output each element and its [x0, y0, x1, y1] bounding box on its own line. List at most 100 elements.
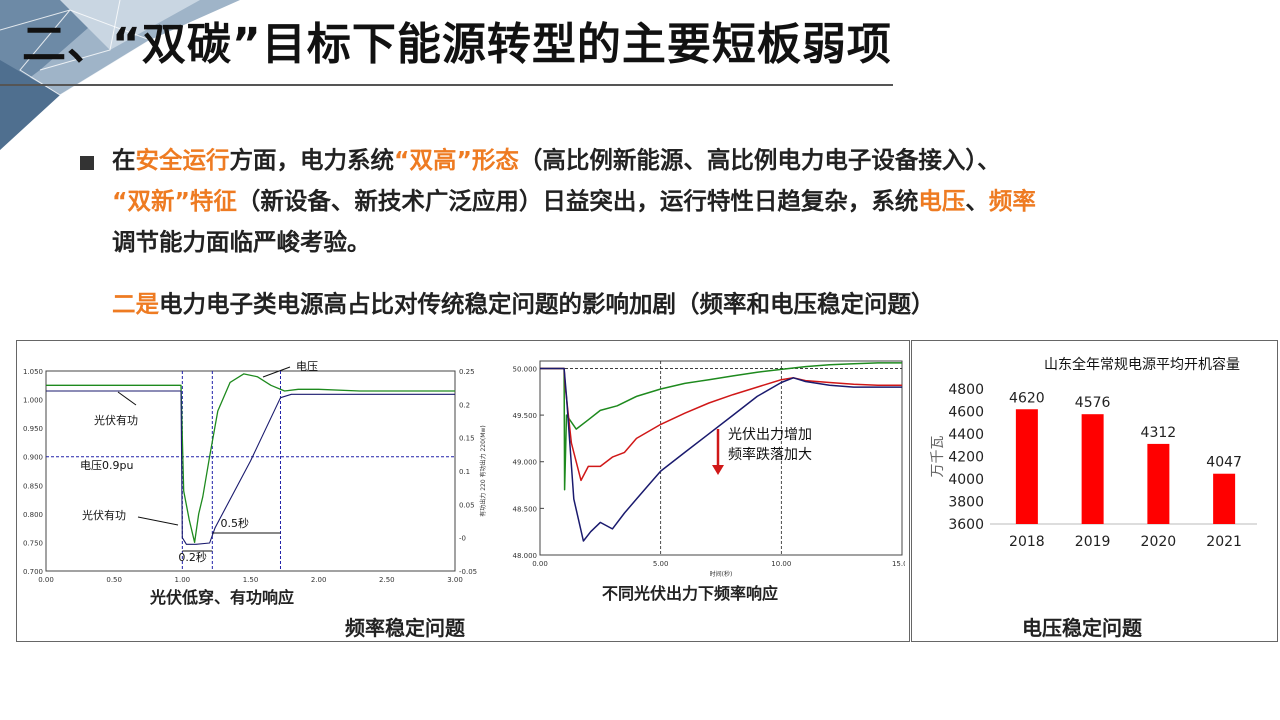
y-tick-label: 48.500 — [513, 505, 538, 513]
y-left-tick-label: 0.950 — [23, 425, 43, 433]
pv-voltage-chart: 0.00 0.50 1.00 1.50 2.00 2.50 3.00 0.700 0.750 0.… — [23, 360, 487, 584]
y-right-tick-label: 0.15 — [459, 435, 475, 443]
x-category-label: 2020 — [1141, 534, 1177, 550]
para-text: 、 — [965, 187, 989, 215]
para-highlight: 电压 — [918, 187, 966, 215]
bar — [1015, 409, 1038, 524]
x-tick-label: 10.00 — [771, 560, 791, 568]
y-tick-label: 3600 — [948, 517, 984, 533]
title-underline — [0, 84, 893, 86]
chart1-subtitle: 光伏低穿、有功响应 — [150, 588, 295, 607]
bar — [1147, 443, 1170, 524]
y-tick-label: 4000 — [948, 472, 984, 488]
bar — [1081, 414, 1104, 524]
freq-panel-caption: 频率稳定问题 — [345, 616, 465, 640]
y-left-tick-label: 0.750 — [23, 539, 43, 547]
y-right-tick-label: 0.2 — [459, 401, 470, 409]
y-right-tick-label: 0.05 — [459, 501, 475, 509]
y-tick-label: 4200 — [948, 450, 984, 466]
chart1-frame — [45, 370, 456, 572]
x-tick-label: 1.50 — [243, 576, 259, 584]
annotation-text: 光伏出力增加 — [728, 427, 812, 443]
point-2-text: 电力电子类电源高占比对传统稳定问题的影响加剧（频率和电压稳定问题） — [159, 290, 935, 318]
y-tick-label: 3800 — [948, 495, 984, 511]
page-title: 二、“双碳”目标下能源转型的主要短板弱项 — [22, 19, 892, 70]
para-text: 方面，电力系统 — [229, 146, 395, 174]
x-tick-label: 5.00 — [653, 560, 669, 568]
annotation-pv-arrow-bottom — [137, 516, 179, 526]
para-text: （新设备、新技术广泛应用）日益突出，运行特性日趋复杂，系统 — [236, 187, 919, 215]
para-text: （高比例新能源、高比例电力电子设备接入）、 — [518, 146, 1001, 174]
x-axis-label: 时间(秒) — [710, 570, 733, 578]
y-right-tick-label: -0 — [459, 535, 466, 543]
voltage-line — [46, 373, 455, 544]
x-tick-label: 0.00 — [532, 560, 548, 568]
x-tick-label: 0.00 — [38, 576, 54, 584]
x-category-label: 2021 — [1206, 534, 1242, 550]
x-category-label: 2018 — [1009, 534, 1045, 550]
y-left-tick-label: 1.050 — [23, 368, 43, 376]
point-2-line: 二是电力电子类电源高占比对传统稳定问题的影响加剧（频率和电压稳定问题） — [112, 285, 935, 319]
freq-series-red — [540, 367, 902, 482]
para-highlight: 安全运行 — [135, 146, 230, 174]
x-tick-label: 2.50 — [379, 576, 395, 584]
para-text: 在 — [112, 146, 136, 174]
y-left-tick-label: 1.000 — [23, 397, 43, 405]
annotation-pv-power-top: 光伏有功 — [94, 413, 138, 427]
y-left-tick-label: 0.900 — [23, 454, 43, 462]
para-highlight: “双高”形态 — [394, 146, 519, 174]
bar-value-label: 4620 — [1009, 390, 1045, 406]
x-category-label: 2019 — [1075, 534, 1111, 550]
x-tick-label: 0.50 — [106, 576, 122, 584]
y-axis-label: 万千瓦 — [930, 436, 946, 478]
bar — [1213, 473, 1236, 524]
annotation-t2: 0.5秒 — [221, 516, 250, 530]
y-tick-label: 4400 — [948, 427, 984, 443]
annotation-arrow-head — [712, 465, 724, 475]
annotation-threshold: 电压0.9pu — [80, 459, 133, 472]
para-highlight: 频率 — [988, 187, 1036, 215]
x-tick-label: 2.00 — [311, 576, 327, 584]
para-highlight: “双新”特征 — [112, 187, 237, 215]
freq-series-navy — [540, 367, 902, 542]
y-right-axis-label: 有功出力 220 有功出力 220(Mw) — [479, 425, 487, 516]
point-2-lead: 二是 — [112, 290, 159, 318]
frequency-response-chart: 0.00 5.00 10.00 15.00 48.000 48.500 49.000 49.5… — [513, 360, 905, 578]
x-tick-label: 1.00 — [175, 576, 191, 584]
annotation-t1: 0.2秒 — [178, 550, 207, 564]
x-tick-label: 15.00 — [892, 560, 905, 568]
volt-panel-caption: 电压稳定问题 — [1022, 616, 1142, 640]
freq-panel — [16, 340, 910, 642]
y-right-tick-label: 0.25 — [459, 368, 475, 376]
y-left-tick-label: 0.700 — [23, 568, 43, 576]
annotation-pv-arrow-top — [117, 391, 137, 406]
bar-chart-title: 山东全年常规电源平均开机容量 — [1044, 356, 1240, 373]
pv-power-line — [46, 390, 455, 545]
y-right-tick-label: -0.05 — [459, 568, 477, 576]
freq-series-green — [540, 362, 902, 491]
corner-decoration — [0, 0, 240, 150]
y-left-tick-label: 0.850 — [23, 482, 43, 490]
y-tick-label: 48.000 — [513, 552, 538, 560]
y-tick-label: 49.000 — [513, 459, 538, 467]
bar-value-label: 4576 — [1075, 395, 1111, 411]
annotation-pv-power-bottom: 光伏有功 — [82, 508, 126, 522]
para-text: 调节能力面临严峻考验。 — [112, 228, 371, 256]
y-left-tick-label: 0.800 — [23, 511, 43, 519]
x-tick-label: 3.00 — [447, 576, 463, 584]
capacity-bar-chart: 山东全年常规电源平均开机容量 3600 3800 4000 4200 4400 4600 48… — [930, 356, 1257, 550]
y-tick-label: 4800 — [948, 382, 984, 398]
annotation-voltage-arrow — [262, 366, 291, 378]
bar-value-label: 4312 — [1141, 425, 1177, 441]
bullet-square — [80, 156, 94, 170]
y-tick-label: 49.500 — [513, 412, 538, 420]
point-1-paragraph: 在安全运行方面，电力系统“双高”形态（高比例新能源、高比例电力电子设备接入）、 “… — [112, 140, 1242, 263]
y-tick-label: 4600 — [948, 405, 984, 421]
annotation-voltage: 电压 — [296, 360, 318, 373]
y-right-tick-label: 0.1 — [459, 468, 470, 476]
bar-value-label: 4047 — [1206, 455, 1242, 471]
chart2-subtitle: 不同光伏出力下频率响应 — [602, 584, 779, 603]
y-tick-label: 50.000 — [513, 365, 538, 373]
annotation-text: 频率跌落加大 — [728, 446, 812, 463]
chart2-frame — [539, 360, 903, 556]
